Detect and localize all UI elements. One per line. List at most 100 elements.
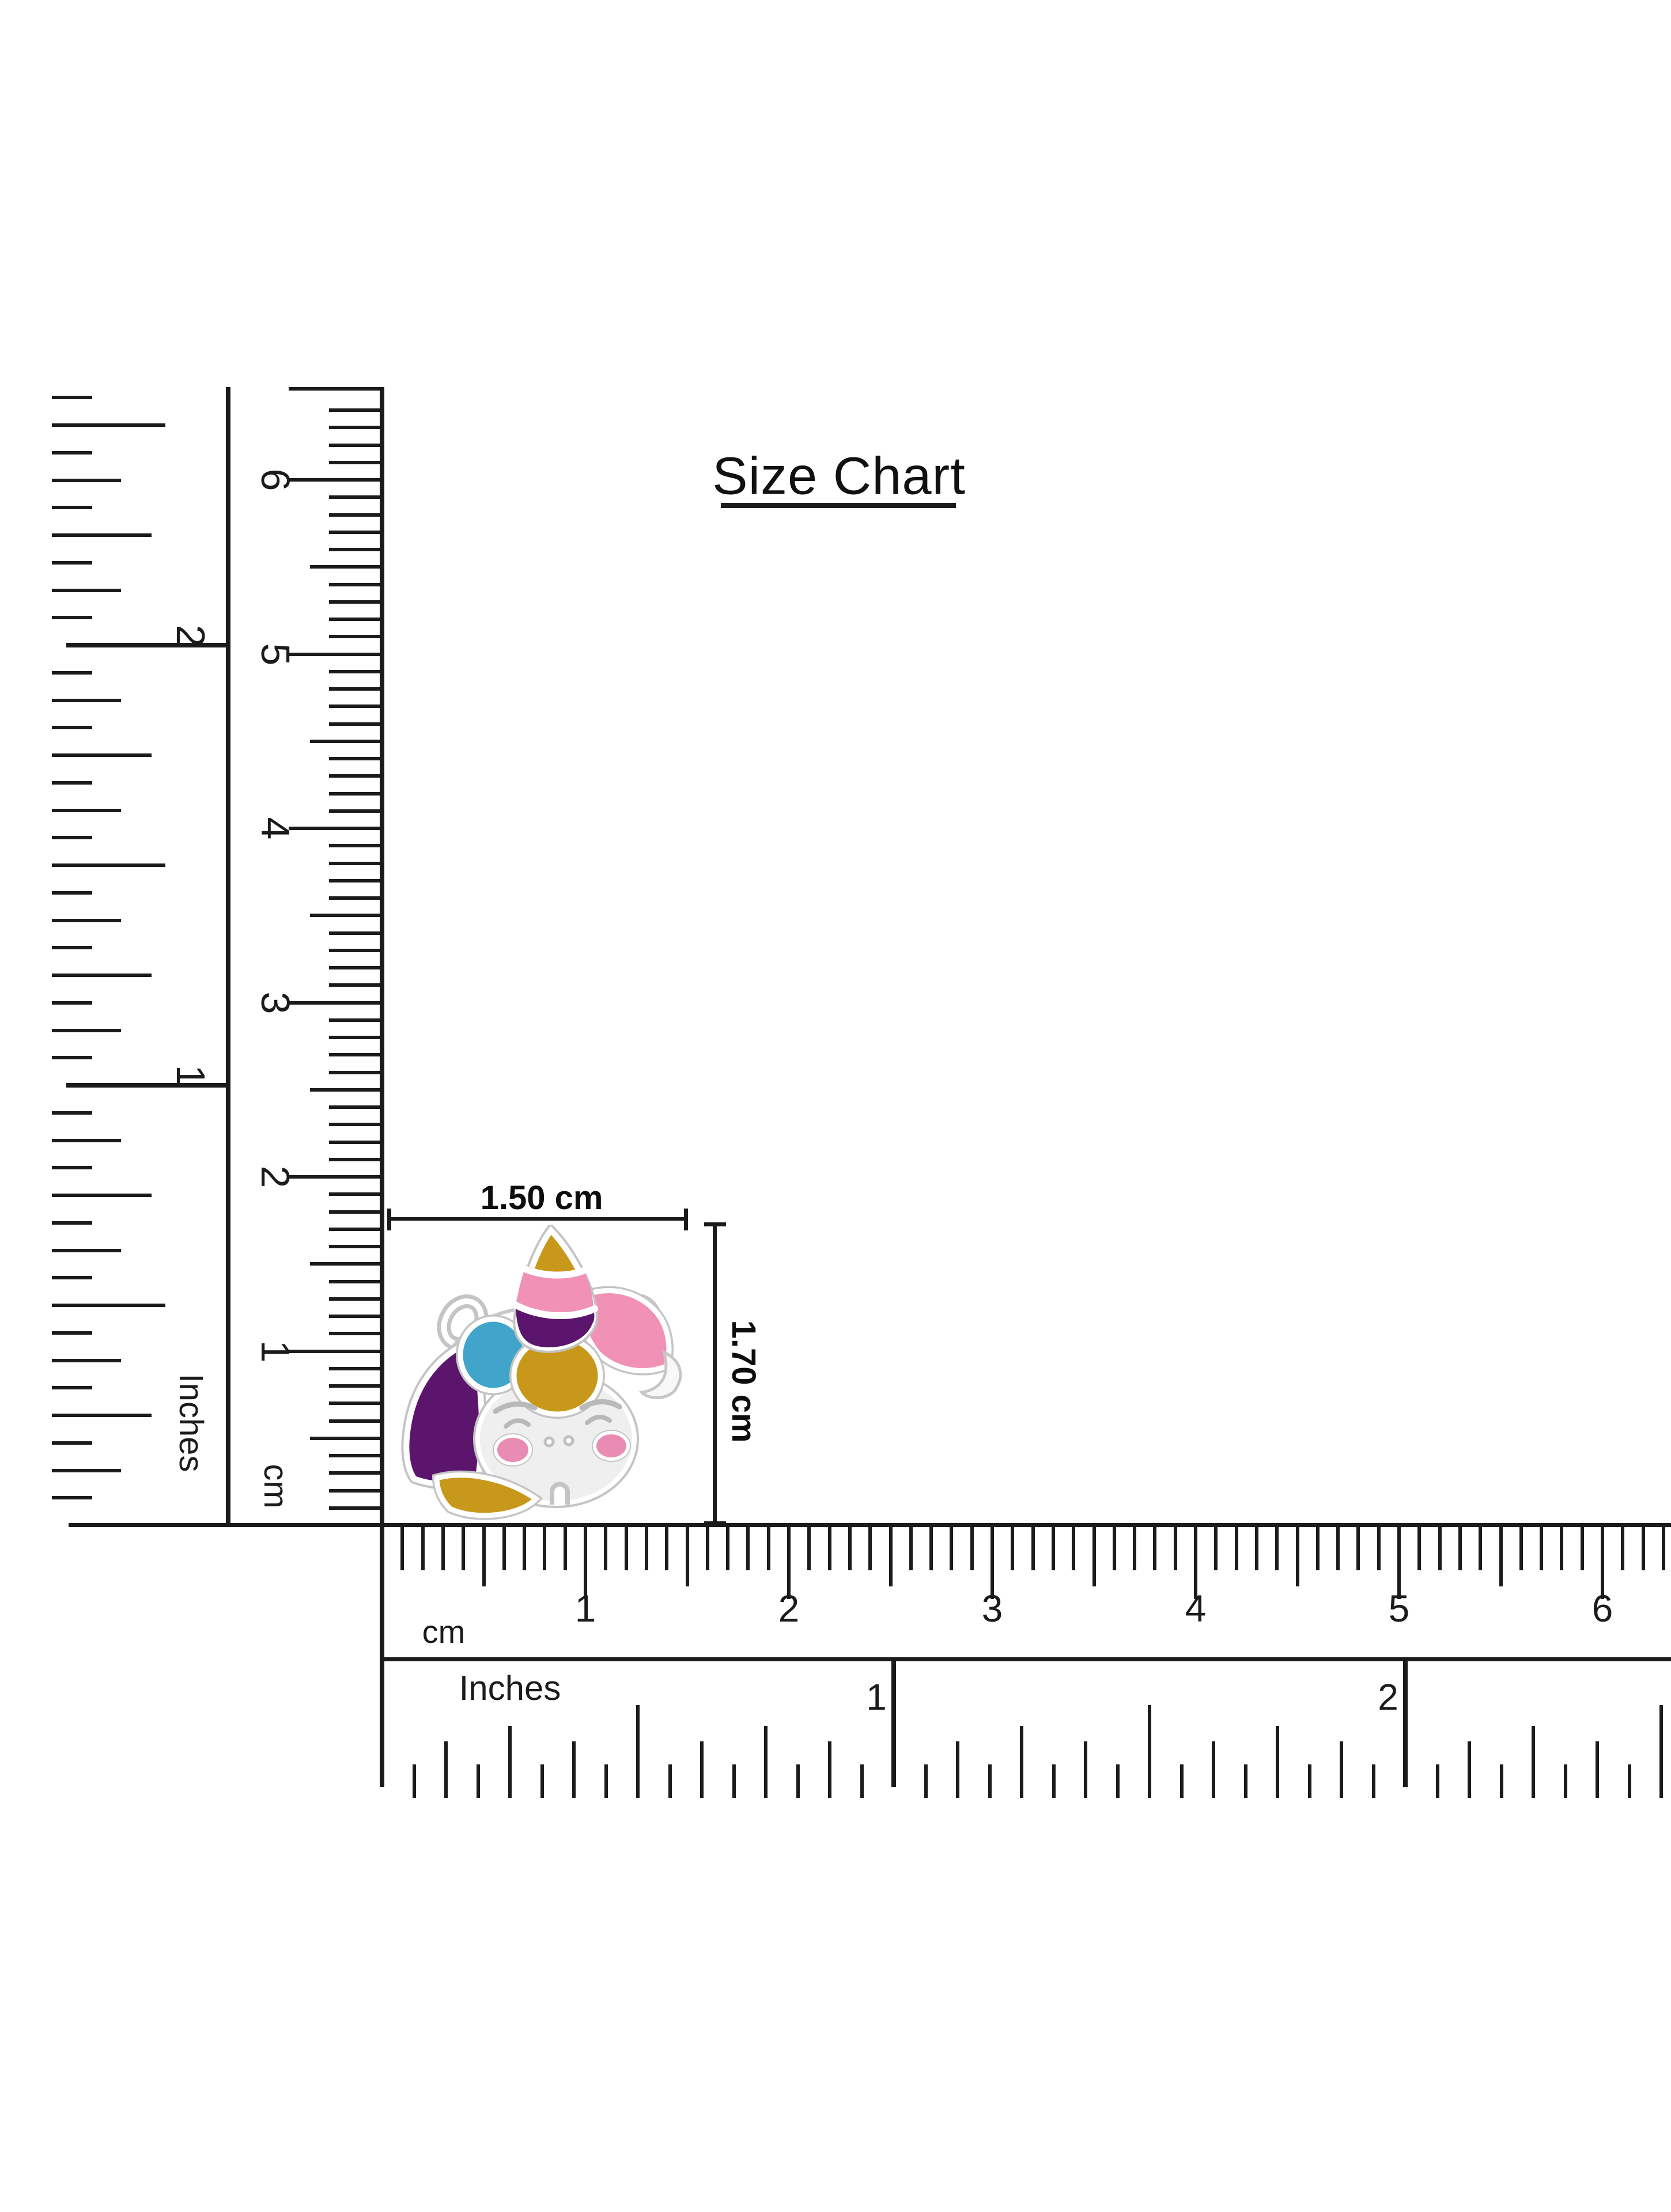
- ruler-tick: [289, 827, 380, 830]
- ruler-tick: [329, 600, 380, 604]
- ruler-tick: [329, 1454, 380, 1457]
- eyebrows: [493, 1399, 622, 1414]
- ruler-tick: [329, 1297, 380, 1301]
- ruler-tick: [1519, 1527, 1523, 1570]
- ruler-tick: [329, 1157, 380, 1161]
- ruler-tick: [329, 1488, 380, 1493]
- left-inches-unit-label: Inches: [172, 1373, 210, 1472]
- ruler-tick: [52, 1194, 152, 1197]
- ruler-tick: [476, 1764, 480, 1798]
- left-inches-ruler-baseline: [226, 387, 230, 1525]
- ruler-tick: [329, 1279, 380, 1283]
- ruler-tick: [329, 513, 380, 517]
- ruler-tick: [52, 863, 165, 867]
- ruler-tick: [462, 1527, 466, 1570]
- forelock-gold: [509, 1332, 605, 1419]
- ruler-tick: [52, 1248, 121, 1252]
- ruler-tick: [329, 1332, 380, 1336]
- ruler-tick: [1020, 1726, 1023, 1798]
- ruler-tick: [1275, 1527, 1279, 1570]
- ruler-tick: [52, 946, 92, 950]
- ruler-tick: [52, 588, 121, 592]
- ruler-tick: [1307, 1764, 1311, 1798]
- ruler-tick: [52, 1468, 121, 1472]
- ruler-tick: [52, 781, 92, 785]
- ruler-tick: [1112, 1527, 1116, 1570]
- closed-eyes: [504, 1415, 612, 1429]
- height-dimension-label: 1.70 cm: [725, 1320, 762, 1443]
- ruler-tick: [52, 1028, 121, 1032]
- ruler-tick: [329, 669, 380, 673]
- ruler-tick: [665, 1527, 669, 1570]
- nostrils: [543, 1435, 574, 1448]
- ruler-number: 2: [253, 1165, 298, 1188]
- ruler-number: 1: [866, 1676, 887, 1718]
- ruler-tick: [644, 1527, 648, 1570]
- unicorn-charm: [401, 1225, 682, 1520]
- ruler-tick: [990, 1527, 994, 1599]
- ruler-tick: [746, 1527, 750, 1570]
- ruler-tick: [1315, 1527, 1320, 1570]
- ruler-tick: [950, 1527, 954, 1570]
- ruler-tick: [329, 966, 380, 969]
- ruler-tick: [52, 1138, 121, 1142]
- ruler-tick: [1133, 1527, 1137, 1570]
- ruler-tick: [1295, 1527, 1299, 1586]
- ruler-tick: [1377, 1527, 1381, 1570]
- ruler-tick: [1563, 1764, 1567, 1798]
- ruler-tick: [1532, 1726, 1535, 1798]
- ruler-tick: [329, 618, 380, 621]
- ruler-tick: [52, 616, 92, 620]
- ruler-tick: [329, 530, 380, 534]
- ruler-tick: [523, 1527, 527, 1570]
- ruler-tick: [1173, 1527, 1177, 1570]
- ruler-tick: [329, 1366, 380, 1370]
- ruler-tick: [52, 1358, 121, 1362]
- ruler-tick: [329, 1227, 380, 1231]
- ruler-tick: [329, 426, 380, 430]
- ruler-tick: [52, 423, 165, 427]
- ruler-tick: [1435, 1764, 1439, 1798]
- ruler-tick: [329, 443, 380, 447]
- ruler-tick: [310, 565, 380, 569]
- ruler-tick: [970, 1527, 974, 1570]
- ruler-tick: [329, 983, 380, 987]
- ruler-tick: [52, 506, 92, 510]
- ruler-number: 1: [168, 1065, 213, 1088]
- ruler-tick: [1540, 1527, 1544, 1570]
- ruler-tick: [52, 450, 92, 454]
- left-cm-ruler-baseline: [380, 387, 384, 1525]
- ruler-tick: [828, 1741, 831, 1798]
- height-dimension-cap-top: [704, 1222, 726, 1226]
- ruler-tick: [1621, 1527, 1625, 1570]
- ruler-tick: [52, 1166, 92, 1170]
- ruler-tick: [52, 753, 152, 757]
- ruler-tick: [421, 1527, 425, 1570]
- ruler-tick: [400, 1527, 404, 1570]
- ruler-tick: [329, 1053, 380, 1057]
- ruler-tick: [1560, 1527, 1564, 1570]
- ruler-tick: [1371, 1764, 1375, 1798]
- ruler-tick: [329, 1140, 380, 1144]
- ruler-tick: [310, 1436, 380, 1440]
- ruler-tick: [1397, 1527, 1401, 1599]
- ruler-tick: [329, 1105, 380, 1109]
- horn-band-pink: [516, 1265, 593, 1315]
- ruler-number: 4: [1185, 1587, 1207, 1630]
- ruler-tick: [540, 1764, 544, 1798]
- silver-swirl: [639, 1350, 682, 1399]
- ruler-tick: [329, 1070, 380, 1074]
- ruler-tick: [1356, 1527, 1360, 1570]
- ruler-tick: [1254, 1527, 1258, 1570]
- ruler-tick: [1417, 1527, 1422, 1570]
- title-underline: [721, 503, 956, 508]
- ruler-number: 4: [253, 817, 298, 840]
- ruler-tick: [868, 1527, 872, 1570]
- ruler-tick: [310, 914, 380, 918]
- ruler-tick: [827, 1527, 831, 1570]
- ruler-tick: [329, 1210, 380, 1214]
- ruler-tick: [310, 1262, 380, 1266]
- ruler-tick: [289, 387, 380, 391]
- horn: [511, 1225, 598, 1353]
- height-dimension-cap-bottom: [704, 1521, 726, 1525]
